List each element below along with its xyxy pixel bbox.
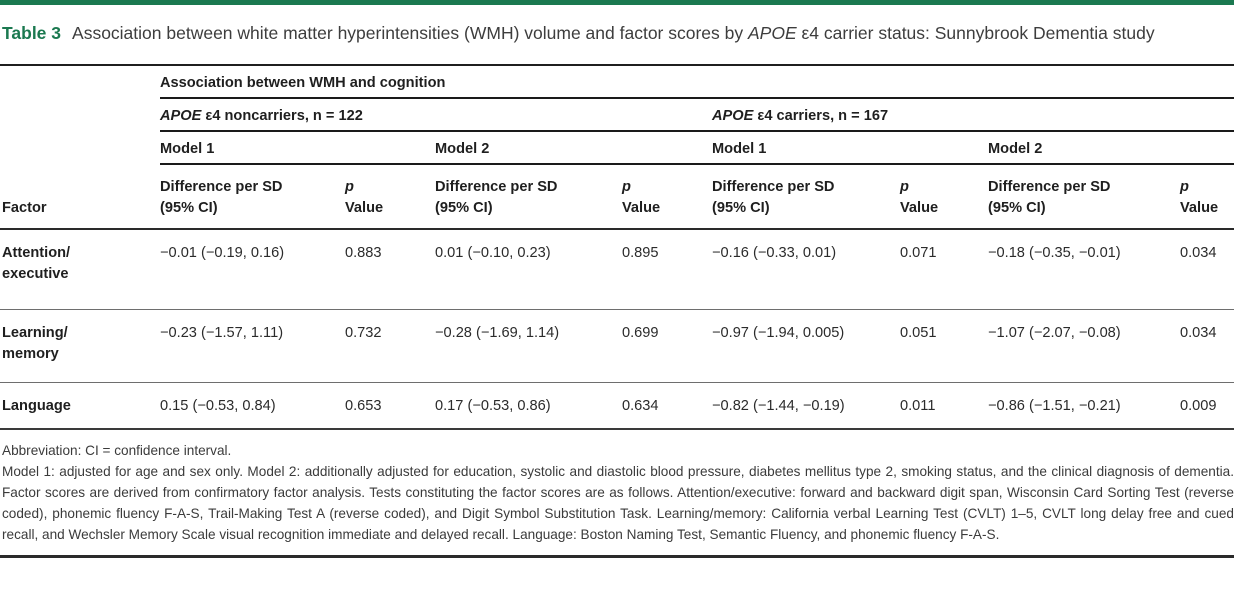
diff-line2: (95% CI) — [712, 200, 770, 216]
model-header-spacer — [0, 132, 160, 165]
footnote-abbreviation: Abbreviation: CI = confidence interval. — [2, 443, 232, 458]
value-cell: 0.883 — [345, 229, 435, 310]
model2-noncarriers-label: Model 2 — [435, 132, 712, 165]
p-value-word: Value — [900, 200, 939, 216]
diff-line2: (95% CI) — [435, 200, 493, 216]
value-cell: −1.07 (−2.07, −0.08) — [988, 309, 1180, 383]
footnotes: Abbreviation: CI = confidence interval. … — [0, 430, 1234, 545]
model2-carriers-cell: Model 2 — [988, 132, 1234, 165]
column-header-pvalue-2: p Value — [622, 165, 712, 230]
model1-carriers-cell: Model 1 — [712, 132, 988, 165]
p-symbol: p — [622, 179, 631, 195]
group-noncarriers-cell: APOE ε4 noncarriers, n = 122 — [160, 99, 712, 132]
value-cell: −0.86 (−1.51, −0.21) — [988, 382, 1180, 430]
model2-noncarriers-cell: Model 2 — [435, 132, 712, 165]
table-title: Table 3 Association between white matter… — [0, 5, 1234, 64]
column-header-difference-1: Difference per SD (95% CI) — [160, 165, 345, 230]
column-header-pvalue-1: p Value — [345, 165, 435, 230]
bottom-rule — [0, 555, 1234, 558]
diff-line1: Difference per SD — [435, 179, 558, 195]
column-header-difference-2: Difference per SD (95% CI) — [435, 165, 622, 230]
p-symbol: p — [1180, 179, 1189, 195]
title-text-post: ε4 carrier status: Sunnybrook Dementia s… — [796, 23, 1155, 43]
results-table: Association between WMH and cognition AP… — [0, 64, 1234, 430]
model-header-row: Model 1 Model 2 Model 1 Model 2 — [0, 132, 1234, 165]
top-accent-bar — [0, 0, 1234, 5]
table-number-label: Table 3 — [2, 23, 62, 43]
p-symbol: p — [900, 179, 909, 195]
table-title-text: Association between white matter hyperin… — [72, 20, 1155, 46]
group-carriers-rest: ε4 carriers, n = 167 — [753, 108, 889, 124]
title-gene-name: APOE — [748, 23, 797, 43]
title-text-pre: Association between white matter hyperin… — [72, 23, 748, 43]
factor-line1: Learning/ — [2, 325, 68, 341]
table-row-attention-executive: Attention/executive −0.01 (−0.19, 0.16) … — [0, 229, 1234, 310]
value-cell: 0.634 — [622, 382, 712, 430]
value-cell: −0.97 (−1.94, 0.005) — [712, 309, 900, 383]
value-cell: −0.01 (−0.19, 0.16) — [160, 229, 345, 310]
value-cell: 0.01 (−0.10, 0.23) — [435, 229, 622, 310]
value-cell: 0.653 — [345, 382, 435, 430]
gene-name: APOE — [160, 108, 202, 124]
value-cell: −0.16 (−0.33, 0.01) — [712, 229, 900, 310]
value-cell: −0.23 (−1.57, 1.11) — [160, 309, 345, 383]
column-header-difference-3: Difference per SD (95% CI) — [712, 165, 900, 230]
value-cell: 0.17 (−0.53, 0.86) — [435, 382, 622, 430]
value-cell: 0.699 — [622, 309, 712, 383]
factor-line2: executive — [2, 266, 69, 282]
table-row-language: Language 0.15 (−0.53, 0.84) 0.653 0.17 (… — [0, 382, 1234, 430]
diff-line1: Difference per SD — [988, 179, 1111, 195]
group-noncarriers-label: APOE ε4 noncarriers, n = 122 — [160, 99, 712, 132]
factor-line1: Attention/ — [2, 245, 71, 261]
p-value-word: Value — [1180, 200, 1219, 216]
value-cell: 0.15 (−0.53, 0.84) — [160, 382, 345, 430]
p-symbol: p — [345, 179, 354, 195]
diff-line2: (95% CI) — [988, 200, 1046, 216]
value-cell: −0.82 (−1.44, −0.19) — [712, 382, 900, 430]
table-row-learning-memory: Learning/memory −0.23 (−1.57, 1.11) 0.73… — [0, 309, 1234, 383]
span-header-label: Association between WMH and cognition — [160, 66, 1234, 99]
factor-line2: memory — [2, 346, 59, 362]
model1-carriers-label: Model 1 — [712, 132, 988, 165]
factor-cell: Language — [0, 382, 160, 430]
diff-line1: Difference per SD — [712, 179, 835, 195]
value-cell: 0.011 — [900, 382, 988, 430]
column-header-pvalue-4: p Value — [1180, 165, 1234, 230]
value-cell: 0.895 — [622, 229, 712, 310]
value-cell: −0.18 (−0.35, −0.01) — [988, 229, 1180, 310]
p-value-word: Value — [345, 200, 384, 216]
diff-line2: (95% CI) — [160, 200, 218, 216]
p-value-word: Value — [622, 200, 661, 216]
model1-noncarriers-label: Model 1 — [160, 132, 435, 165]
column-header-difference-4: Difference per SD (95% CI) — [988, 165, 1180, 230]
value-cell: 0.009 — [1180, 382, 1234, 430]
group-carriers-cell: APOE ε4 carriers, n = 167 — [712, 99, 1234, 132]
group-carriers-label: APOE ε4 carriers, n = 167 — [712, 99, 1234, 132]
factor-cell: Attention/executive — [0, 229, 160, 310]
value-cell: −0.28 (−1.69, 1.14) — [435, 309, 622, 383]
model2-carriers-label: Model 2 — [988, 132, 1234, 165]
diff-line1: Difference per SD — [160, 179, 283, 195]
value-cell: 0.071 — [900, 229, 988, 310]
model1-noncarriers-cell: Model 1 — [160, 132, 435, 165]
group-header-spacer — [0, 99, 160, 132]
footnote-body: Model 1: adjusted for age and sex only. … — [2, 464, 1234, 542]
span-header-row: Association between WMH and cognition — [0, 65, 1234, 99]
span-header-cell: Association between WMH and cognition — [160, 65, 1234, 99]
value-cell: 0.051 — [900, 309, 988, 383]
span-header-spacer — [0, 65, 160, 99]
group-noncarriers-rest: ε4 noncarriers, n = 122 — [201, 108, 363, 124]
column-header-factor: Factor — [0, 165, 160, 230]
column-header-row: Factor Difference per SD (95% CI) p Value … — [0, 165, 1234, 230]
value-cell: 0.732 — [345, 309, 435, 383]
factor-cell: Learning/memory — [0, 309, 160, 383]
column-header-pvalue-3: p Value — [900, 165, 988, 230]
value-cell: 0.034 — [1180, 229, 1234, 310]
gene-name: APOE — [712, 108, 754, 124]
factor-line1: Language — [2, 398, 71, 414]
value-cell: 0.034 — [1180, 309, 1234, 383]
group-header-row: APOE ε4 noncarriers, n = 122 APOE ε4 car… — [0, 99, 1234, 132]
